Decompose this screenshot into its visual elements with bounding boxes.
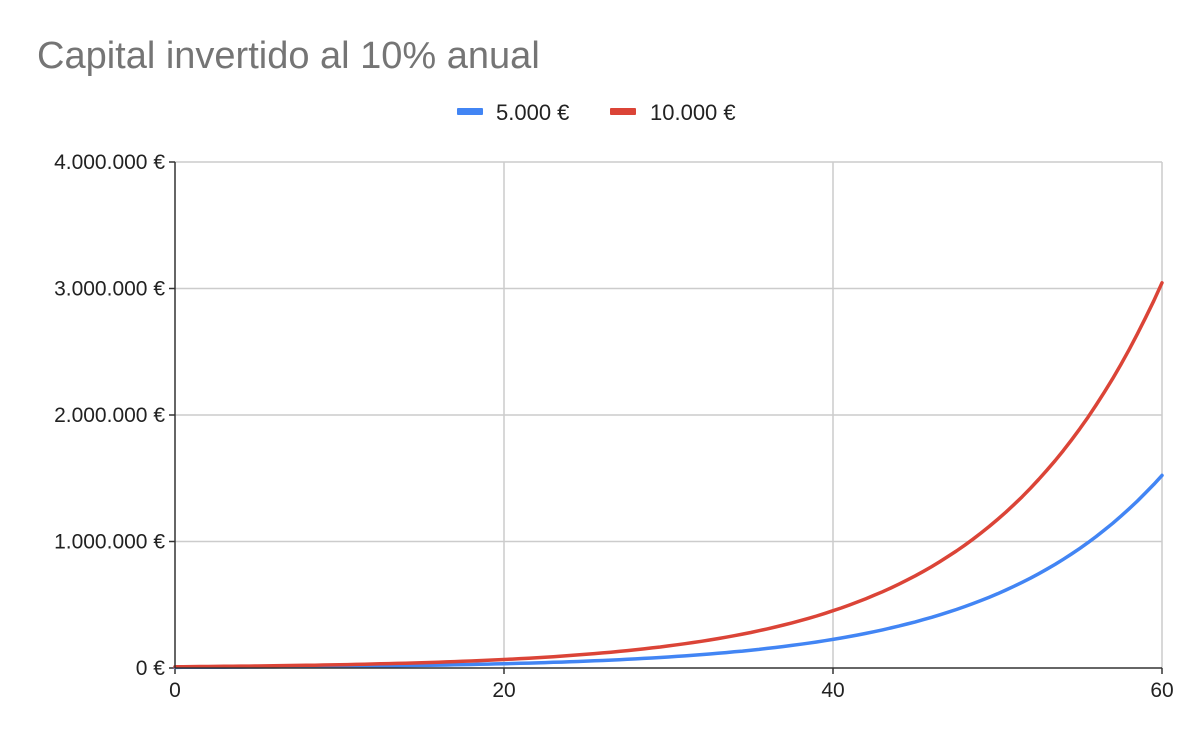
legend-label-series-1: 5.000 € xyxy=(496,100,569,125)
y-tick-label: 0 € xyxy=(136,657,166,680)
x-tick-label: 0 xyxy=(169,679,181,702)
y-tick-label: 3.000.000 € xyxy=(54,278,165,301)
legend: 5.000 € 10.000 € xyxy=(457,100,736,125)
x-tick-label: 60 xyxy=(1150,679,1173,702)
x-tick-label: 20 xyxy=(492,679,515,702)
series-lines xyxy=(173,281,1164,670)
grid xyxy=(175,161,1163,668)
series-line-2 xyxy=(173,281,1164,669)
x-tick-label: 40 xyxy=(821,679,844,702)
legend-swatch-series-2 xyxy=(610,108,636,115)
legend-swatch-series-1 xyxy=(457,108,483,115)
chart-title: Capital invertido al 10% anual xyxy=(37,35,540,77)
y-tick-label: 4.000.000 € xyxy=(54,151,165,174)
x-axis-ticks: 0 20 40 60 xyxy=(169,668,1174,702)
y-tick-label: 1.000.000 € xyxy=(54,531,165,554)
y-tick-label: 2.000.000 € xyxy=(54,404,165,427)
axes xyxy=(174,162,1162,669)
legend-label-series-2: 10.000 € xyxy=(650,100,736,125)
y-axis-ticks: 0 € 1.000.000 € 2.000.000 € 3.000.000 € 4.00… xyxy=(54,151,175,680)
